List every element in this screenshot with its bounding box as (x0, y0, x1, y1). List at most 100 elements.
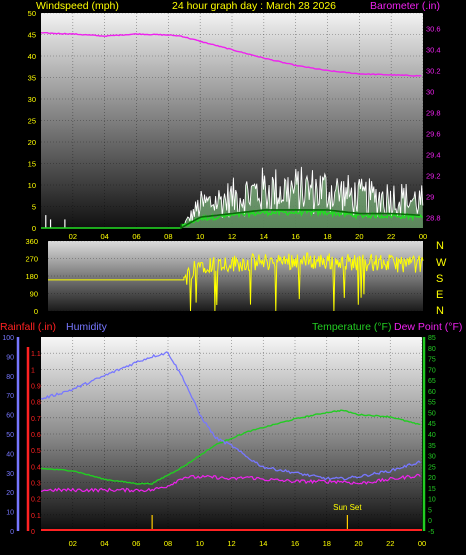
barometer-tick-label: 29.8 (426, 109, 441, 118)
barometer-tick-label: 29.4 (426, 151, 441, 160)
compass-label-s: S (436, 273, 443, 285)
direction-tick-label: 180 (25, 272, 38, 281)
temperature-tick-label: 45 (428, 421, 436, 428)
wind-tick-label: 5 (32, 203, 36, 212)
barometer-tick-label: 29.6 (426, 130, 441, 139)
compass-label-n-top: N (436, 240, 444, 252)
wind-x-tick-label: 22 (387, 232, 395, 241)
rain-tick-label: 0.4 (31, 464, 41, 471)
rain-tick-label: 0.3 (31, 481, 41, 488)
barometer-tick-label: 30.2 (426, 67, 441, 76)
chart-title: 24 hour graph day : March 28 2026 (172, 0, 336, 12)
sunset-annotation: Sun Set (333, 503, 362, 512)
humidity-tick-label: 20 (6, 490, 14, 497)
humidity-tick-label: 60 (6, 413, 14, 420)
barometer-tick-label: 28.8 (426, 214, 441, 223)
wind-x-tick-label: 02 (69, 232, 77, 241)
temperature-axis-title: Temperature (°F) (312, 321, 391, 333)
barometer-tick-label: 30 (426, 88, 434, 97)
climate-x-tick-label: 18 (323, 539, 331, 548)
barometer-tick-label: 29 (426, 193, 434, 202)
wind-direction-line (48, 252, 424, 312)
humidity-tick-label: 90 (6, 354, 14, 361)
wind-tick-label: 15 (28, 160, 36, 169)
humidity-tick-label: 10 (6, 510, 14, 517)
wind-tick-label: 35 (28, 74, 36, 83)
temperature-tick-label: 80 (428, 346, 436, 353)
direction-tick-label: 0 (34, 307, 38, 316)
humidity-tick-label: 0 (10, 529, 14, 536)
rain-tick-label: 0.6 (31, 432, 41, 439)
temperature-tick-label: 35 (428, 443, 436, 450)
barometer-tick-label: 30.4 (426, 46, 441, 55)
climate-x-tick-label: 00 (418, 539, 426, 548)
temperature-tick-label: 25 (428, 464, 436, 471)
humidity-axis-title: Humidity (66, 321, 108, 333)
compass-label-n-bottom: N (436, 305, 444, 317)
wind-tick-label: 0 (32, 224, 36, 233)
rain-tick-label: 0 (31, 529, 35, 536)
wind-x-tick-label: 16 (291, 232, 299, 241)
rainfall-axis-title: Rainfall (.in) (0, 321, 56, 333)
humidity-tick-label: 80 (6, 374, 14, 381)
wind-tick-label: 40 (28, 52, 36, 61)
rain-tick-label: 0.8 (31, 400, 41, 407)
temperature-tick-label: 60 (428, 389, 436, 396)
temperature-tick-label: 50 (428, 410, 436, 417)
climate-x-tick-label: 02 (69, 539, 77, 548)
temperature-tick-label: 0 (428, 518, 432, 525)
humidity-tick-label: 40 (6, 451, 14, 458)
wind-tick-label: 45 (28, 31, 36, 40)
temperature-tick-label: 20 (428, 475, 436, 482)
rain-tick-label: 0.9 (31, 384, 41, 391)
rain-tick-label: 0.2 (31, 497, 41, 504)
wind-tick-label: 10 (28, 181, 36, 190)
temperature-tick-label: 75 (428, 357, 436, 364)
temperature-tick-label: 55 (428, 400, 436, 407)
barometer-line (40, 32, 422, 77)
wind-x-tick-label: 06 (132, 232, 140, 241)
climate-x-tick-label: 16 (291, 539, 299, 548)
windspeed-axis-title: Windspeed (mph) (36, 0, 119, 12)
rain-tick-label: 1.1 (31, 351, 41, 358)
wind-x-tick-label: 08 (164, 232, 172, 241)
temperature-tick-label: 10 (428, 497, 436, 504)
wind-x-tick-label: 14 (260, 232, 268, 241)
climate-x-tick-label: 08 (164, 539, 172, 548)
dewpoint-line (40, 473, 421, 493)
wind-x-tick-label: 04 (100, 232, 108, 241)
humidity-line (40, 351, 421, 481)
wind-x-tick-label: 20 (355, 232, 363, 241)
humidity-tick-label: 30 (6, 471, 14, 478)
wind-x-tick-label: 12 (228, 232, 236, 241)
climate-x-tick-label: 06 (132, 539, 140, 548)
direction-tick-label: 270 (25, 255, 38, 264)
wind-tick-label: 50 (28, 9, 36, 18)
wind-tick-label: 30 (28, 95, 36, 104)
rain-tick-label: 0.5 (31, 448, 41, 455)
climate-x-tick-label: 04 (100, 539, 108, 548)
wind-tick-label: 25 (28, 117, 36, 126)
temperature-line (40, 409, 421, 485)
temperature-tick-label: 15 (428, 486, 436, 493)
temperature-tick-label: 70 (428, 367, 436, 374)
temperature-tick-label: 30 (428, 454, 436, 461)
temperature-tick-label: 40 (428, 432, 436, 439)
wind-trend-line (180, 209, 420, 230)
wind-gust-line (180, 166, 424, 229)
climate-x-tick-label: 14 (259, 539, 267, 548)
wind-x-tick-label: 10 (196, 232, 204, 241)
rain-tick-label: 1 (31, 367, 35, 374)
direction-tick-label: 360 (25, 237, 38, 246)
climate-x-tick-label: 22 (386, 539, 394, 548)
temperature-tick-label: 85 (428, 335, 436, 342)
humidity-tick-label: 70 (6, 393, 14, 400)
compass-label-w: W (436, 257, 447, 269)
compass-label-e: E (436, 289, 443, 301)
barometer-axis-title: Barometer (.in) (370, 0, 440, 12)
rain-tick-label: 0.1 (31, 513, 41, 520)
temperature-tick-label: -5 (428, 529, 434, 536)
temperature-tick-label: 65 (428, 378, 436, 385)
wind-x-tick-label: 18 (323, 232, 331, 241)
